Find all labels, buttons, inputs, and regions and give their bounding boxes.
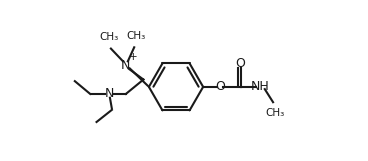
Text: CH₃: CH₃ xyxy=(127,31,146,41)
Text: N: N xyxy=(105,87,114,100)
Text: +: + xyxy=(128,52,137,62)
Text: NH: NH xyxy=(251,80,270,93)
Text: O: O xyxy=(236,57,245,70)
Text: O: O xyxy=(215,80,225,93)
Text: CH₃: CH₃ xyxy=(100,32,119,42)
Text: CH₃: CH₃ xyxy=(265,108,284,118)
Text: N: N xyxy=(121,59,131,72)
